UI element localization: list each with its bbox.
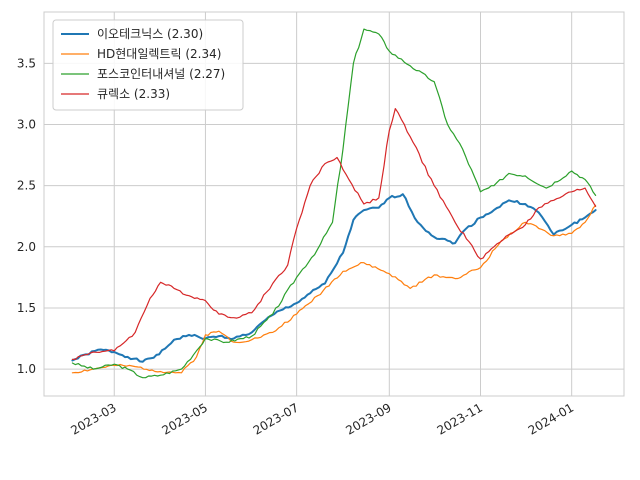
y-tick-label: 2.0 xyxy=(17,240,36,254)
series-line xyxy=(71,193,597,363)
legend-label: HD현대일렉트릭 (2.34) xyxy=(97,47,221,61)
legend-label: 큐렉소 (2.33) xyxy=(97,87,170,101)
series-line xyxy=(71,204,597,374)
plot-frame xyxy=(43,11,625,397)
legend: 이오테크닉스 (2.30) HD현대일렉트릭 (2.34) 포스코인터내셔널 (2.… xyxy=(52,19,244,111)
legend-label: 이오테크닉스 (2.30) xyxy=(97,27,203,41)
series-lines xyxy=(71,28,597,379)
y-tick-label: 1.0 xyxy=(17,362,36,376)
series-line xyxy=(71,28,597,379)
y-tick-label: 1.5 xyxy=(17,301,36,315)
y-tick-label: 3.5 xyxy=(17,56,36,70)
y-tick-label: 3.0 xyxy=(17,118,36,132)
series-line xyxy=(71,107,597,360)
legend-box xyxy=(52,19,244,111)
legend-label: 포스코인터내셔널 (2.27) xyxy=(97,67,225,81)
y-tick-label: 2.5 xyxy=(17,179,36,193)
